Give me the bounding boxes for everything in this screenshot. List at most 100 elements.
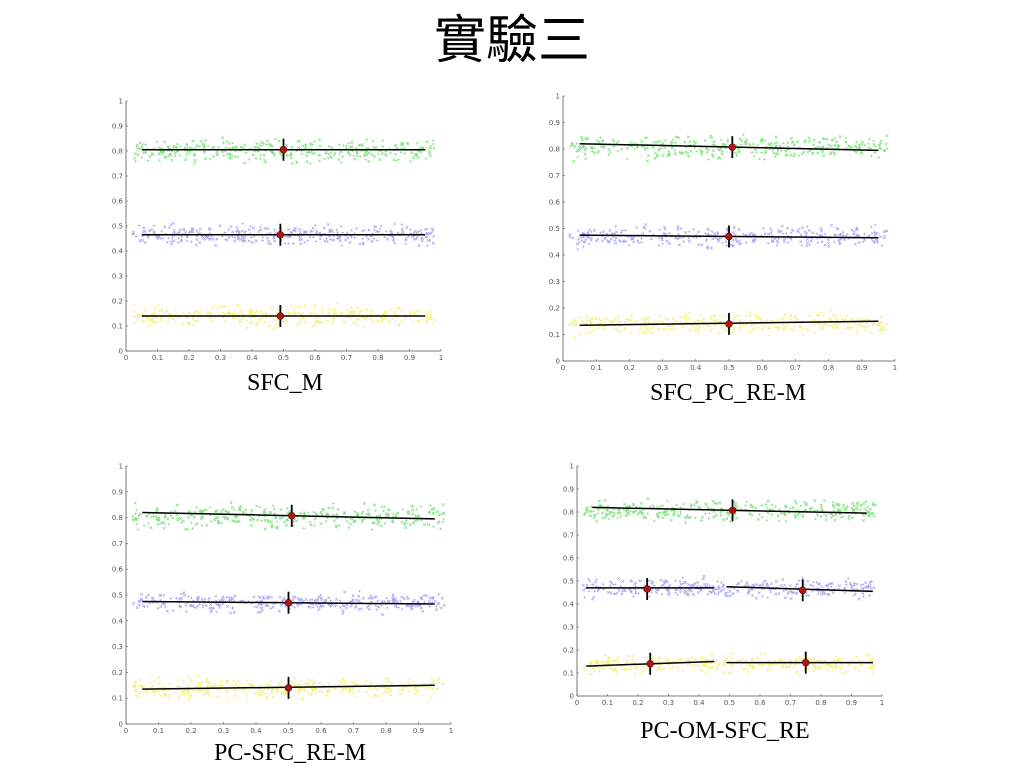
- data-point: [347, 690, 352, 694]
- data-point: [152, 679, 156, 683]
- data-point: [150, 152, 154, 156]
- data-point: [429, 695, 433, 698]
- data-point: [599, 660, 603, 664]
- data-point: [292, 676, 296, 680]
- data-point: [250, 240, 254, 244]
- data-point: [831, 325, 835, 329]
- data-point: [149, 685, 153, 689]
- data-point: [310, 598, 314, 601]
- data-point: [847, 663, 851, 667]
- data-point: [861, 592, 865, 595]
- data-point: [300, 237, 304, 242]
- data-point: [373, 694, 376, 698]
- data-point: [764, 503, 767, 506]
- data-point: [183, 146, 186, 150]
- data-point: [297, 691, 301, 695]
- data-point: [725, 517, 729, 521]
- data-point: [135, 508, 138, 512]
- data-point: [263, 509, 267, 513]
- data-point: [829, 664, 833, 668]
- data-point: [653, 151, 657, 155]
- data-point: [384, 230, 388, 233]
- data-point: [171, 516, 175, 520]
- x-tick-label: 0.8: [372, 354, 383, 362]
- data-point: [645, 136, 648, 139]
- data-point: [749, 664, 752, 668]
- data-point: [209, 312, 212, 315]
- data-point: [882, 236, 886, 240]
- data-point: [236, 520, 239, 524]
- data-point: [829, 144, 833, 148]
- data-point: [850, 325, 855, 329]
- data-point: [636, 239, 640, 242]
- data-point: [859, 151, 863, 154]
- data-point: [194, 685, 198, 689]
- data-point: [863, 328, 867, 332]
- data-point: [365, 235, 368, 239]
- centroid-marker: [725, 232, 733, 241]
- data-point: [686, 657, 690, 661]
- data-point: [225, 139, 229, 144]
- data-point: [169, 223, 173, 227]
- data-point: [689, 149, 693, 153]
- data-point: [748, 313, 752, 317]
- data-point: [231, 141, 234, 145]
- data-point: [437, 680, 441, 684]
- data-point: [671, 327, 675, 330]
- data-point: [734, 516, 739, 520]
- data-point: [855, 233, 859, 236]
- data-point: [582, 665, 586, 669]
- y-tick-label: 0.4: [112, 248, 124, 256]
- data-point: [716, 239, 721, 243]
- data-point: [835, 502, 839, 506]
- data-point: [775, 243, 779, 247]
- data-point: [580, 138, 584, 142]
- data-point: [353, 309, 357, 313]
- data-point: [169, 597, 172, 600]
- data-point: [138, 684, 141, 688]
- x-tick-label: 0.9: [413, 727, 424, 735]
- data-point: [700, 153, 703, 157]
- data-point: [761, 327, 764, 331]
- data-point: [634, 664, 638, 668]
- data-point: [629, 509, 633, 513]
- data-point: [288, 311, 292, 315]
- data-point: [263, 512, 267, 515]
- data-point: [341, 688, 345, 691]
- data-point: [200, 516, 204, 520]
- data-point: [765, 582, 769, 585]
- data-point: [372, 145, 376, 149]
- data-point: [334, 526, 338, 529]
- data-point: [269, 312, 273, 316]
- data-point: [383, 522, 387, 525]
- data-point: [355, 511, 359, 515]
- data-point: [214, 594, 218, 598]
- data-point: [696, 319, 699, 323]
- data-point: [774, 505, 777, 508]
- y-tick-label: 0.5: [563, 578, 574, 586]
- x-tick-label: 0.6: [757, 364, 769, 372]
- data-point: [399, 151, 403, 154]
- data-point: [834, 513, 837, 517]
- y-tick-label: 0.9: [549, 119, 560, 127]
- data-point: [407, 235, 410, 238]
- data-point: [793, 326, 797, 329]
- data-point: [723, 328, 727, 332]
- data-point: [721, 142, 725, 146]
- data-point: [571, 236, 575, 240]
- data-point: [260, 603, 264, 607]
- data-point: [821, 508, 825, 512]
- data-point: [620, 592, 624, 596]
- x-tick-label: 0.8: [815, 699, 826, 707]
- data-point: [157, 145, 161, 149]
- data-point: [794, 658, 798, 662]
- data-point: [339, 225, 343, 228]
- data-point: [612, 668, 615, 671]
- y-tick-label: 0.2: [112, 298, 123, 306]
- data-point: [620, 147, 624, 151]
- data-point: [768, 143, 771, 146]
- data-point: [758, 663, 762, 666]
- data-point: [230, 505, 234, 510]
- data-point: [200, 514, 204, 518]
- data-point: [706, 246, 710, 250]
